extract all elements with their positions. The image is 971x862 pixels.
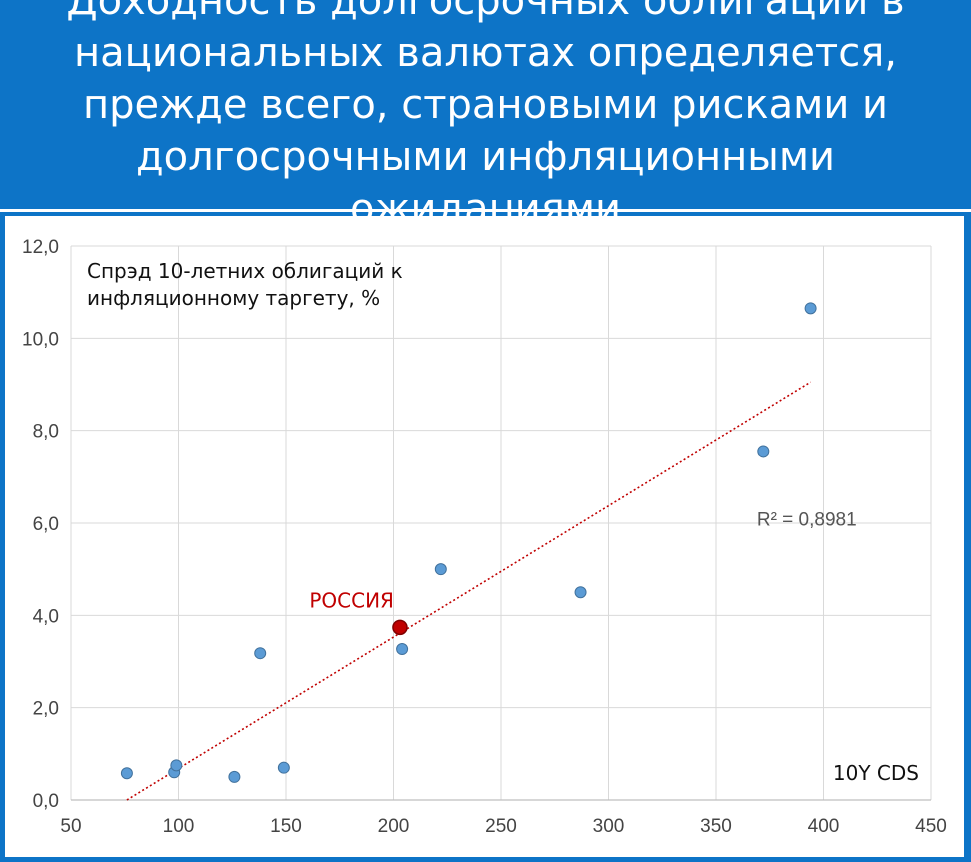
x-tick-label: 250 xyxy=(485,816,517,837)
data-point xyxy=(170,759,183,772)
y-tick-label: 10,0 xyxy=(22,329,59,350)
y-axis-label-line: инфляционному таргету, % xyxy=(87,286,380,310)
y-axis-label-line: Спрэд 10-летних облигаций к xyxy=(87,259,403,283)
trendline xyxy=(126,381,812,801)
data-point xyxy=(228,770,241,783)
grid-lines xyxy=(70,245,932,801)
data-point xyxy=(757,445,770,458)
y-tick-label: 4,0 xyxy=(33,606,59,627)
r-squared-label: R² = 0,8981 xyxy=(757,509,857,530)
data-point xyxy=(254,647,267,660)
data-point xyxy=(277,761,290,774)
x-tick-label: 300 xyxy=(593,816,625,837)
header-divider xyxy=(0,209,971,212)
x-tick-label: 100 xyxy=(163,816,195,837)
x-tick-label: 400 xyxy=(808,816,840,837)
y-axis-label: Спрэд 10-летних облигаций к инфляционному… xyxy=(87,259,403,310)
page-title: Доходность долгосрочных облигаций в наци… xyxy=(66,0,905,232)
x-tick-label: 50 xyxy=(60,816,81,837)
y-tick-label: 6,0 xyxy=(33,514,59,535)
x-tick-label: 350 xyxy=(700,816,732,837)
russia-point xyxy=(392,619,408,636)
data-point xyxy=(396,643,409,656)
russia-label: РОССИЯ xyxy=(309,588,394,612)
y-tick-label: 0,0 xyxy=(33,791,59,812)
data-point xyxy=(804,302,817,315)
tick-labels: 50 100 150 200 250 300 350 400 450 0,0 2,0 4,0 6,0 8,… xyxy=(22,237,947,837)
y-tick-label: 12,0 xyxy=(22,237,59,258)
data-point xyxy=(434,563,447,576)
x-tick-label: 450 xyxy=(915,816,947,837)
x-axis-label: 10Y CDS xyxy=(833,761,919,785)
y-tick-label: 8,0 xyxy=(33,422,59,443)
trendline-path xyxy=(126,381,812,801)
data-point xyxy=(120,767,133,780)
y-tick-label: 2,0 xyxy=(33,699,59,720)
scatter-chart: 50 100 150 200 250 300 350 400 450 0,0 2,0 4,0 6,0 8,… xyxy=(22,237,947,837)
x-tick-label: 150 xyxy=(270,816,302,837)
data-point xyxy=(574,586,587,599)
annotations: РОССИЯ R² = 0,8981 Спрэд 10-летних облигац… xyxy=(87,259,919,785)
chart-panel: 50 100 150 200 250 300 350 400 450 0,0 2,0 4,0 6,0 8,… xyxy=(5,216,964,857)
header: Доходность долгосрочных облигаций в наци… xyxy=(0,0,971,232)
x-tick-label: 200 xyxy=(378,816,410,837)
data-points xyxy=(120,302,817,783)
